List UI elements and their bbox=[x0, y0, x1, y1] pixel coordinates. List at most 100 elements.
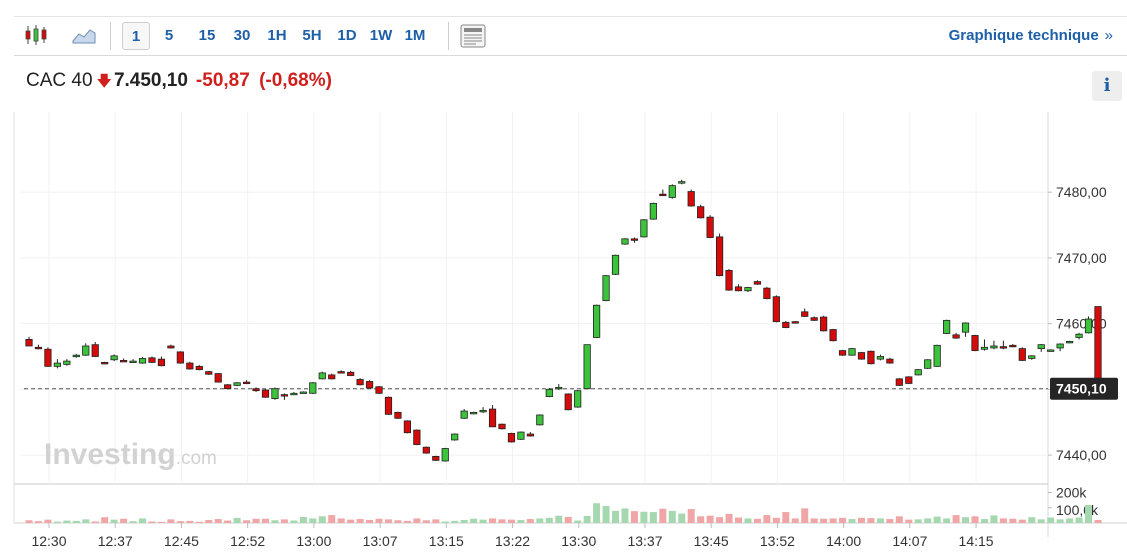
candle bbox=[299, 391, 307, 394]
candle bbox=[1009, 344, 1017, 348]
candle bbox=[1028, 355, 1036, 359]
volume-bar bbox=[980, 519, 988, 523]
candle bbox=[157, 358, 166, 367]
volume-bar bbox=[933, 516, 941, 523]
volume-bar bbox=[725, 513, 733, 523]
candle bbox=[744, 287, 752, 292]
candle bbox=[186, 362, 194, 370]
volume-bar bbox=[262, 518, 269, 523]
technical-chart-link[interactable]: Graphique technique » bbox=[949, 27, 1113, 44]
candle bbox=[933, 344, 941, 367]
time-tick-label: 14:07 bbox=[892, 533, 927, 549]
volume-bar bbox=[640, 511, 648, 523]
volume-bar bbox=[659, 508, 667, 523]
volume-bar bbox=[299, 516, 307, 523]
candle bbox=[1094, 306, 1102, 380]
volume-bar bbox=[280, 519, 288, 523]
candle bbox=[470, 411, 478, 415]
candle bbox=[365, 381, 374, 389]
candle bbox=[1047, 349, 1055, 352]
volume-bar bbox=[895, 516, 903, 523]
volume-bar bbox=[924, 518, 932, 523]
volume-bar bbox=[526, 519, 534, 523]
volume-tick-label: 100,0k bbox=[1056, 502, 1099, 518]
volume-bar bbox=[205, 519, 213, 523]
candle bbox=[242, 381, 251, 385]
volume-bar bbox=[25, 520, 33, 523]
candlestick-icon[interactable] bbox=[24, 23, 50, 52]
interval-button-1d[interactable]: 1D bbox=[337, 27, 357, 44]
layout-icon[interactable] bbox=[460, 24, 486, 53]
time-tick-label: 13:15 bbox=[429, 533, 464, 549]
volume-bar bbox=[612, 510, 620, 523]
volume-bar bbox=[1056, 519, 1064, 523]
candle bbox=[829, 329, 837, 342]
candle bbox=[347, 371, 355, 376]
candle bbox=[924, 359, 932, 369]
candle bbox=[564, 393, 572, 411]
volume-bar bbox=[139, 518, 147, 523]
volume-bar bbox=[753, 518, 761, 523]
interval-button-1h[interactable]: 1H bbox=[267, 27, 287, 44]
volume-bar bbox=[517, 519, 525, 523]
candle bbox=[555, 386, 563, 390]
volume-bar bbox=[857, 517, 865, 523]
volume-bar bbox=[34, 521, 42, 523]
candle bbox=[25, 339, 33, 347]
candle bbox=[44, 348, 52, 367]
candle bbox=[980, 346, 989, 350]
info-button[interactable]: i bbox=[1092, 71, 1122, 101]
candle bbox=[53, 362, 61, 367]
instrument-header: CAC 40 🡇 7.450,10 -50,87 (-0,68%) bbox=[26, 70, 332, 96]
candle bbox=[772, 296, 780, 323]
time-tick-label: 13:00 bbox=[296, 533, 331, 549]
volume-bar bbox=[1028, 517, 1036, 523]
candle bbox=[886, 358, 894, 364]
price-tick-label: 7480,00 bbox=[1056, 184, 1107, 200]
interval-button-1w[interactable]: 1W bbox=[369, 27, 393, 44]
volume-bar bbox=[1037, 519, 1045, 523]
volume-bar bbox=[1018, 519, 1026, 523]
candle bbox=[441, 448, 449, 462]
candle bbox=[876, 356, 885, 360]
volume-bar bbox=[432, 519, 440, 523]
candle bbox=[621, 238, 629, 245]
price-tick-label: 7460,00 bbox=[1056, 316, 1107, 332]
candle bbox=[999, 346, 1007, 349]
candle bbox=[72, 354, 80, 358]
volume-bar bbox=[489, 518, 497, 523]
candle bbox=[593, 304, 601, 338]
interval-button-15[interactable]: 15 bbox=[198, 27, 216, 44]
volume-bar bbox=[1066, 518, 1074, 523]
candle bbox=[280, 394, 289, 397]
candle bbox=[337, 371, 345, 374]
candle bbox=[611, 254, 620, 275]
time-tick-label: 13:37 bbox=[627, 533, 662, 549]
volume-bar bbox=[157, 521, 165, 523]
candle bbox=[384, 396, 393, 415]
volume-bar bbox=[44, 519, 52, 523]
interval-button-5[interactable]: 5 bbox=[164, 27, 174, 44]
candle bbox=[82, 345, 90, 356]
candle bbox=[649, 202, 657, 220]
interval-button-30[interactable]: 30 bbox=[233, 27, 251, 44]
volume-bar bbox=[990, 515, 998, 523]
candle bbox=[224, 384, 232, 390]
candle bbox=[630, 238, 639, 241]
volume-bar bbox=[82, 519, 90, 523]
candle bbox=[479, 409, 487, 413]
volume-bar bbox=[366, 519, 374, 523]
volume-bar bbox=[545, 517, 553, 523]
volume-bar bbox=[1075, 517, 1083, 523]
interval-button-1[interactable]: 1 bbox=[122, 22, 150, 50]
area-chart-icon[interactable] bbox=[72, 26, 96, 49]
time-tick-label: 14:15 bbox=[959, 533, 994, 549]
interval-button-1m[interactable]: 1M bbox=[404, 27, 426, 44]
volume-bar bbox=[422, 520, 430, 523]
candle bbox=[1018, 348, 1026, 361]
candle bbox=[687, 191, 695, 207]
interval-button-5h[interactable]: 5H bbox=[302, 27, 322, 44]
volume-bar bbox=[952, 515, 960, 523]
volume-bar bbox=[999, 518, 1007, 523]
